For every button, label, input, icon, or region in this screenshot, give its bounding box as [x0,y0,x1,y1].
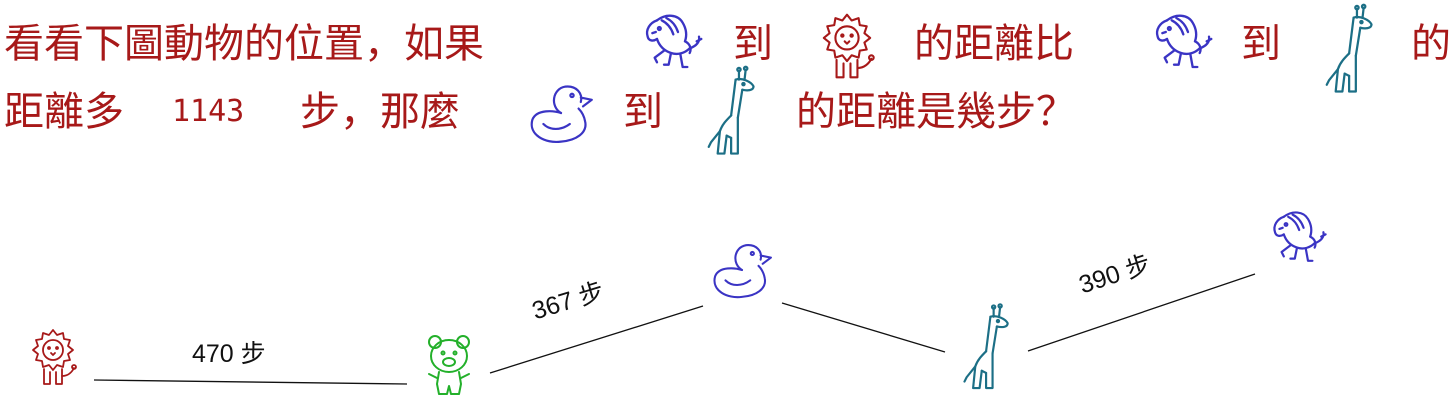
lion-icon [32,329,77,385]
steps-then-text: 步，那麼 [300,89,460,135]
giraffe-icon [707,65,755,155]
lion-icon [822,13,875,79]
edge-duck-giraffe [781,302,946,353]
word-to: 到 [623,89,663,135]
question-intro: 看看下圖動物的位置，如果 [4,21,484,67]
distance-compare-text: 的距離比 [914,21,1074,67]
duck-icon [713,244,772,299]
bear-icon [428,335,470,395]
edge-label-lion-bear: 470 步 [192,340,266,368]
giraffe-icon [963,303,1009,390]
question-end: 的距離是幾步？ [796,89,1076,135]
duck-icon [530,85,593,144]
extra-steps-number: 1143 [172,94,245,129]
word-to: 到 [1241,21,1281,67]
giraffe-icon [1325,3,1373,93]
edge-bear-duck [489,305,704,374]
word-to: 到 [733,21,773,67]
horse-icon [1155,14,1213,69]
edge-lion-bear [93,379,408,385]
horse-icon [1273,211,1327,262]
question-prefix: 距離多 [4,89,124,135]
horse-icon [645,14,703,69]
edge-giraffe-horse [1027,273,1256,352]
word-of: 的 [1411,21,1451,67]
